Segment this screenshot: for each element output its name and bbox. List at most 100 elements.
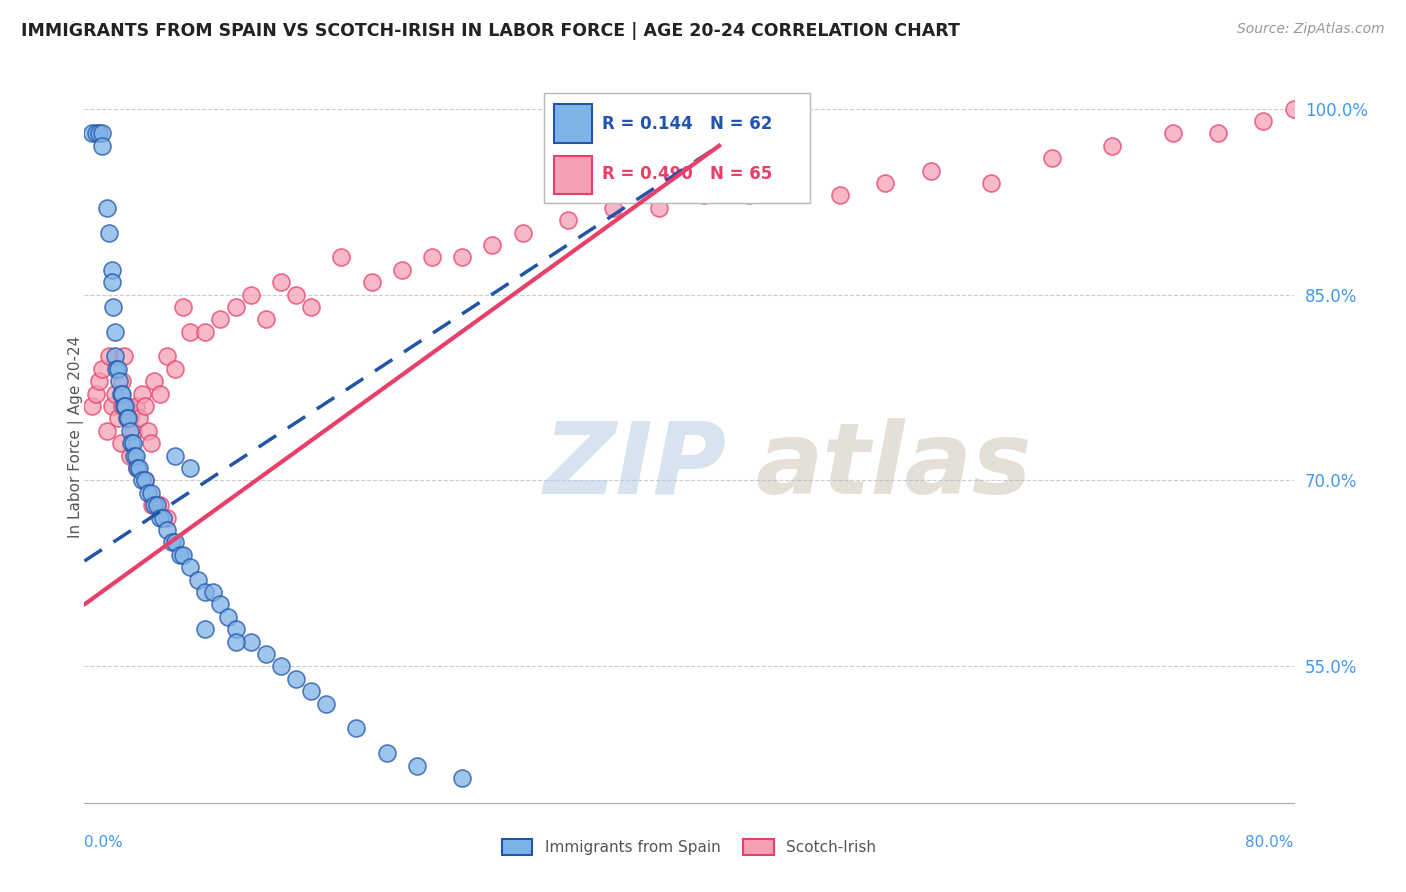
Point [139,436,162,450]
Point [122,449,145,463]
Point [1282,102,1305,116]
Point [254,647,277,661]
Point [149,386,172,401]
Point [107,362,129,376]
Point [142,374,165,388]
Point [920,163,942,178]
Point [156,523,179,537]
Point [91,138,114,153]
Point [1253,114,1275,128]
Point [146,498,169,512]
Point [346,722,368,736]
Point [127,461,149,475]
Point [134,474,156,488]
Point [254,312,277,326]
Point [179,325,201,339]
Point [117,411,139,425]
Point [107,411,129,425]
Point [1206,126,1229,140]
Point [97,350,120,364]
Point [179,461,201,475]
Point [165,449,187,463]
Point [172,300,194,314]
Text: ZIP: ZIP [544,417,727,515]
Point [108,374,131,388]
Point [149,510,172,524]
Point [142,498,165,512]
Point [451,771,474,785]
Point [738,188,761,202]
Point [179,560,201,574]
Point [89,126,111,140]
Point [512,226,534,240]
Point [118,449,141,463]
Point [125,449,148,463]
Point [115,411,138,425]
Point [118,424,141,438]
Point [104,386,127,401]
Point [121,436,143,450]
Text: 0.0%: 0.0% [84,835,124,850]
Point [91,362,114,376]
Point [602,201,624,215]
Point [96,424,118,438]
Point [1161,126,1184,140]
Point [110,436,132,450]
Point [315,697,337,711]
Point [239,634,262,648]
Point [225,634,247,648]
Point [375,746,398,760]
Point [134,474,156,488]
Point [80,126,103,140]
Point [97,226,120,240]
Point [169,548,191,562]
Point [80,399,103,413]
Point [330,250,353,264]
Point [165,535,187,549]
Point [100,262,122,277]
Point [121,424,143,438]
Point [86,126,108,140]
Point [299,300,322,314]
Point [114,399,136,413]
Point [111,386,134,401]
Point [128,461,150,475]
Text: 80.0%: 80.0% [1246,835,1294,850]
Point [156,510,179,524]
Point [105,362,128,376]
Point [201,585,224,599]
Point [91,126,114,140]
Point [187,573,209,587]
Point [391,262,413,277]
Point [1040,151,1063,165]
Point [194,622,217,636]
Y-axis label: In Labor Force | Age 20-24: In Labor Force | Age 20-24 [67,336,84,538]
Point [1101,138,1123,153]
Point [648,201,671,215]
Point [131,474,153,488]
Point [152,510,174,524]
Point [86,386,108,401]
Point [194,325,217,339]
Point [783,176,806,190]
Point [299,684,322,698]
Point [136,424,159,438]
Point [149,498,172,512]
Point [172,548,194,562]
Point [156,350,179,364]
Text: atlas: atlas [755,417,1032,515]
Point [131,386,153,401]
Point [451,250,474,264]
Point [115,399,138,413]
Point [481,238,503,252]
Point [225,300,247,314]
Point [118,411,141,425]
Point [285,672,308,686]
Point [360,275,382,289]
Point [141,498,163,512]
Point [104,325,127,339]
Point [406,758,429,772]
Point [112,350,135,364]
Point [134,399,156,413]
Point [139,486,162,500]
